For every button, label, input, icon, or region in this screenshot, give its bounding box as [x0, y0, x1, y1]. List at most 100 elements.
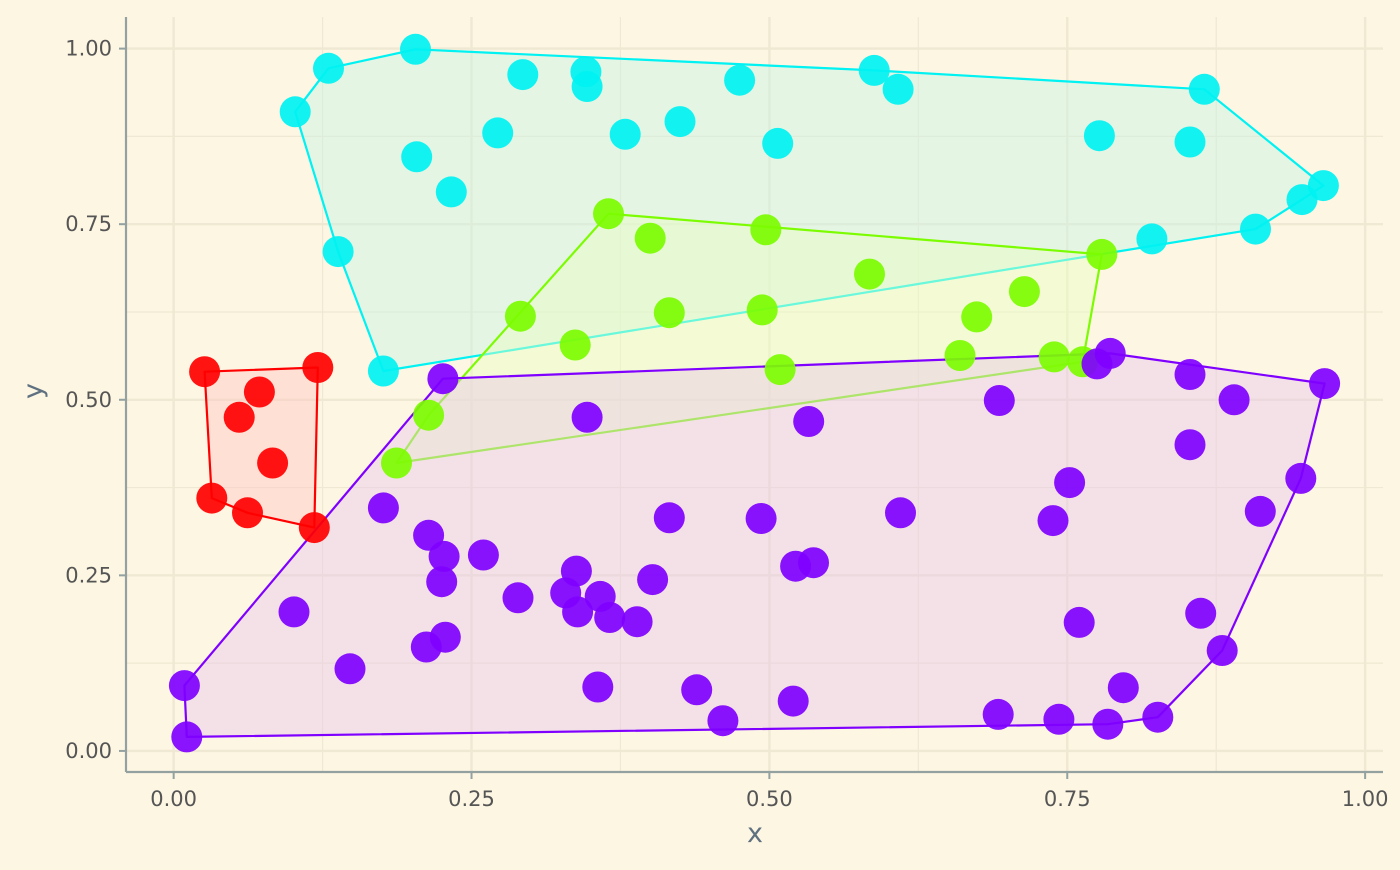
data-point — [571, 401, 603, 433]
data-point — [1037, 505, 1069, 537]
data-point — [334, 653, 366, 685]
data-point — [507, 59, 539, 91]
axes — [119, 17, 1383, 779]
data-point — [750, 214, 782, 246]
data-point — [724, 64, 756, 96]
data-point — [854, 258, 885, 290]
data-point — [571, 71, 603, 102]
data-point — [1008, 276, 1040, 308]
data-point — [1286, 184, 1318, 216]
data-point — [1038, 341, 1070, 373]
data-point — [664, 106, 696, 138]
data-point — [189, 356, 221, 388]
data-point — [621, 606, 653, 638]
point-layer — [168, 33, 1341, 753]
data-point — [401, 141, 433, 173]
data-point — [777, 685, 809, 717]
data-point — [428, 540, 460, 572]
data-point — [400, 33, 431, 65]
data-point — [562, 596, 594, 628]
data-point — [746, 294, 778, 326]
data-point — [171, 721, 203, 753]
data-point — [1043, 703, 1075, 735]
data-point — [367, 492, 399, 524]
data-point — [413, 399, 445, 431]
x-tick-label: 0.25 — [448, 787, 495, 811]
x-tick-label: 0.50 — [746, 787, 793, 811]
data-point — [1188, 73, 1220, 105]
y-tick-label: 0.50 — [65, 388, 112, 412]
data-point — [983, 385, 1015, 416]
data-point — [961, 301, 993, 333]
data-point — [381, 447, 412, 479]
data-point — [1185, 597, 1217, 629]
data-point — [885, 497, 916, 529]
data-point — [1092, 708, 1124, 740]
y-tick-label: 0.75 — [65, 212, 112, 236]
data-point — [559, 329, 591, 361]
y-tick-label: 0.00 — [65, 739, 112, 763]
data-point — [435, 176, 467, 208]
data-point — [1174, 126, 1206, 158]
data-point — [223, 401, 255, 433]
data-point — [593, 198, 624, 230]
data-point — [427, 363, 459, 395]
data-point — [944, 340, 976, 371]
data-point — [279, 96, 311, 128]
data-point — [367, 355, 399, 387]
data-point — [1063, 606, 1095, 638]
tick-labels: 0.00 0.25 0.50 0.75 1.00 0.00 0.25 0.50 0.75 1.00 — [65, 37, 1388, 811]
data-point — [653, 502, 685, 534]
data-point — [798, 547, 829, 579]
data-point — [1054, 467, 1086, 499]
data-point — [653, 297, 685, 329]
data-point — [502, 582, 534, 614]
y-tick-label: 1.00 — [65, 37, 112, 61]
data-point — [1086, 238, 1118, 270]
data-point — [793, 406, 825, 437]
x-axis-title: x — [747, 818, 763, 849]
data-point — [426, 566, 458, 598]
data-point — [1174, 429, 1206, 461]
data-point — [232, 497, 263, 529]
data-point — [1107, 672, 1139, 704]
data-point — [1206, 635, 1238, 666]
data-point — [582, 671, 614, 703]
data-point — [762, 127, 794, 159]
data-point — [637, 564, 669, 596]
data-point — [1094, 337, 1126, 369]
data-point — [302, 352, 334, 383]
data-point — [594, 602, 626, 633]
data-point — [313, 52, 344, 84]
x-tick-label: 1.00 — [1342, 787, 1389, 811]
data-point — [634, 222, 666, 254]
data-point — [429, 621, 461, 653]
data-point — [322, 236, 354, 268]
data-point — [1142, 701, 1174, 733]
data-point — [1136, 223, 1168, 255]
data-point — [482, 117, 514, 149]
data-point — [196, 482, 228, 514]
data-point — [243, 376, 275, 408]
data-point — [1285, 462, 1317, 494]
y-tick-label: 0.25 — [65, 563, 112, 587]
x-tick-label: 0.00 — [150, 787, 197, 811]
data-point — [278, 596, 310, 628]
data-point — [257, 447, 289, 479]
data-point — [1083, 120, 1115, 152]
data-point — [298, 512, 330, 544]
data-point — [1244, 495, 1276, 527]
data-point — [882, 73, 914, 105]
data-point — [1218, 384, 1250, 416]
data-point — [858, 54, 890, 86]
data-point — [467, 539, 499, 571]
y-axis-title: y — [18, 383, 49, 399]
x-tick-label: 0.75 — [1044, 787, 1091, 811]
data-point — [504, 300, 536, 332]
data-point — [707, 705, 739, 737]
data-point — [1240, 213, 1271, 245]
data-point — [609, 118, 641, 150]
data-point — [764, 354, 796, 386]
